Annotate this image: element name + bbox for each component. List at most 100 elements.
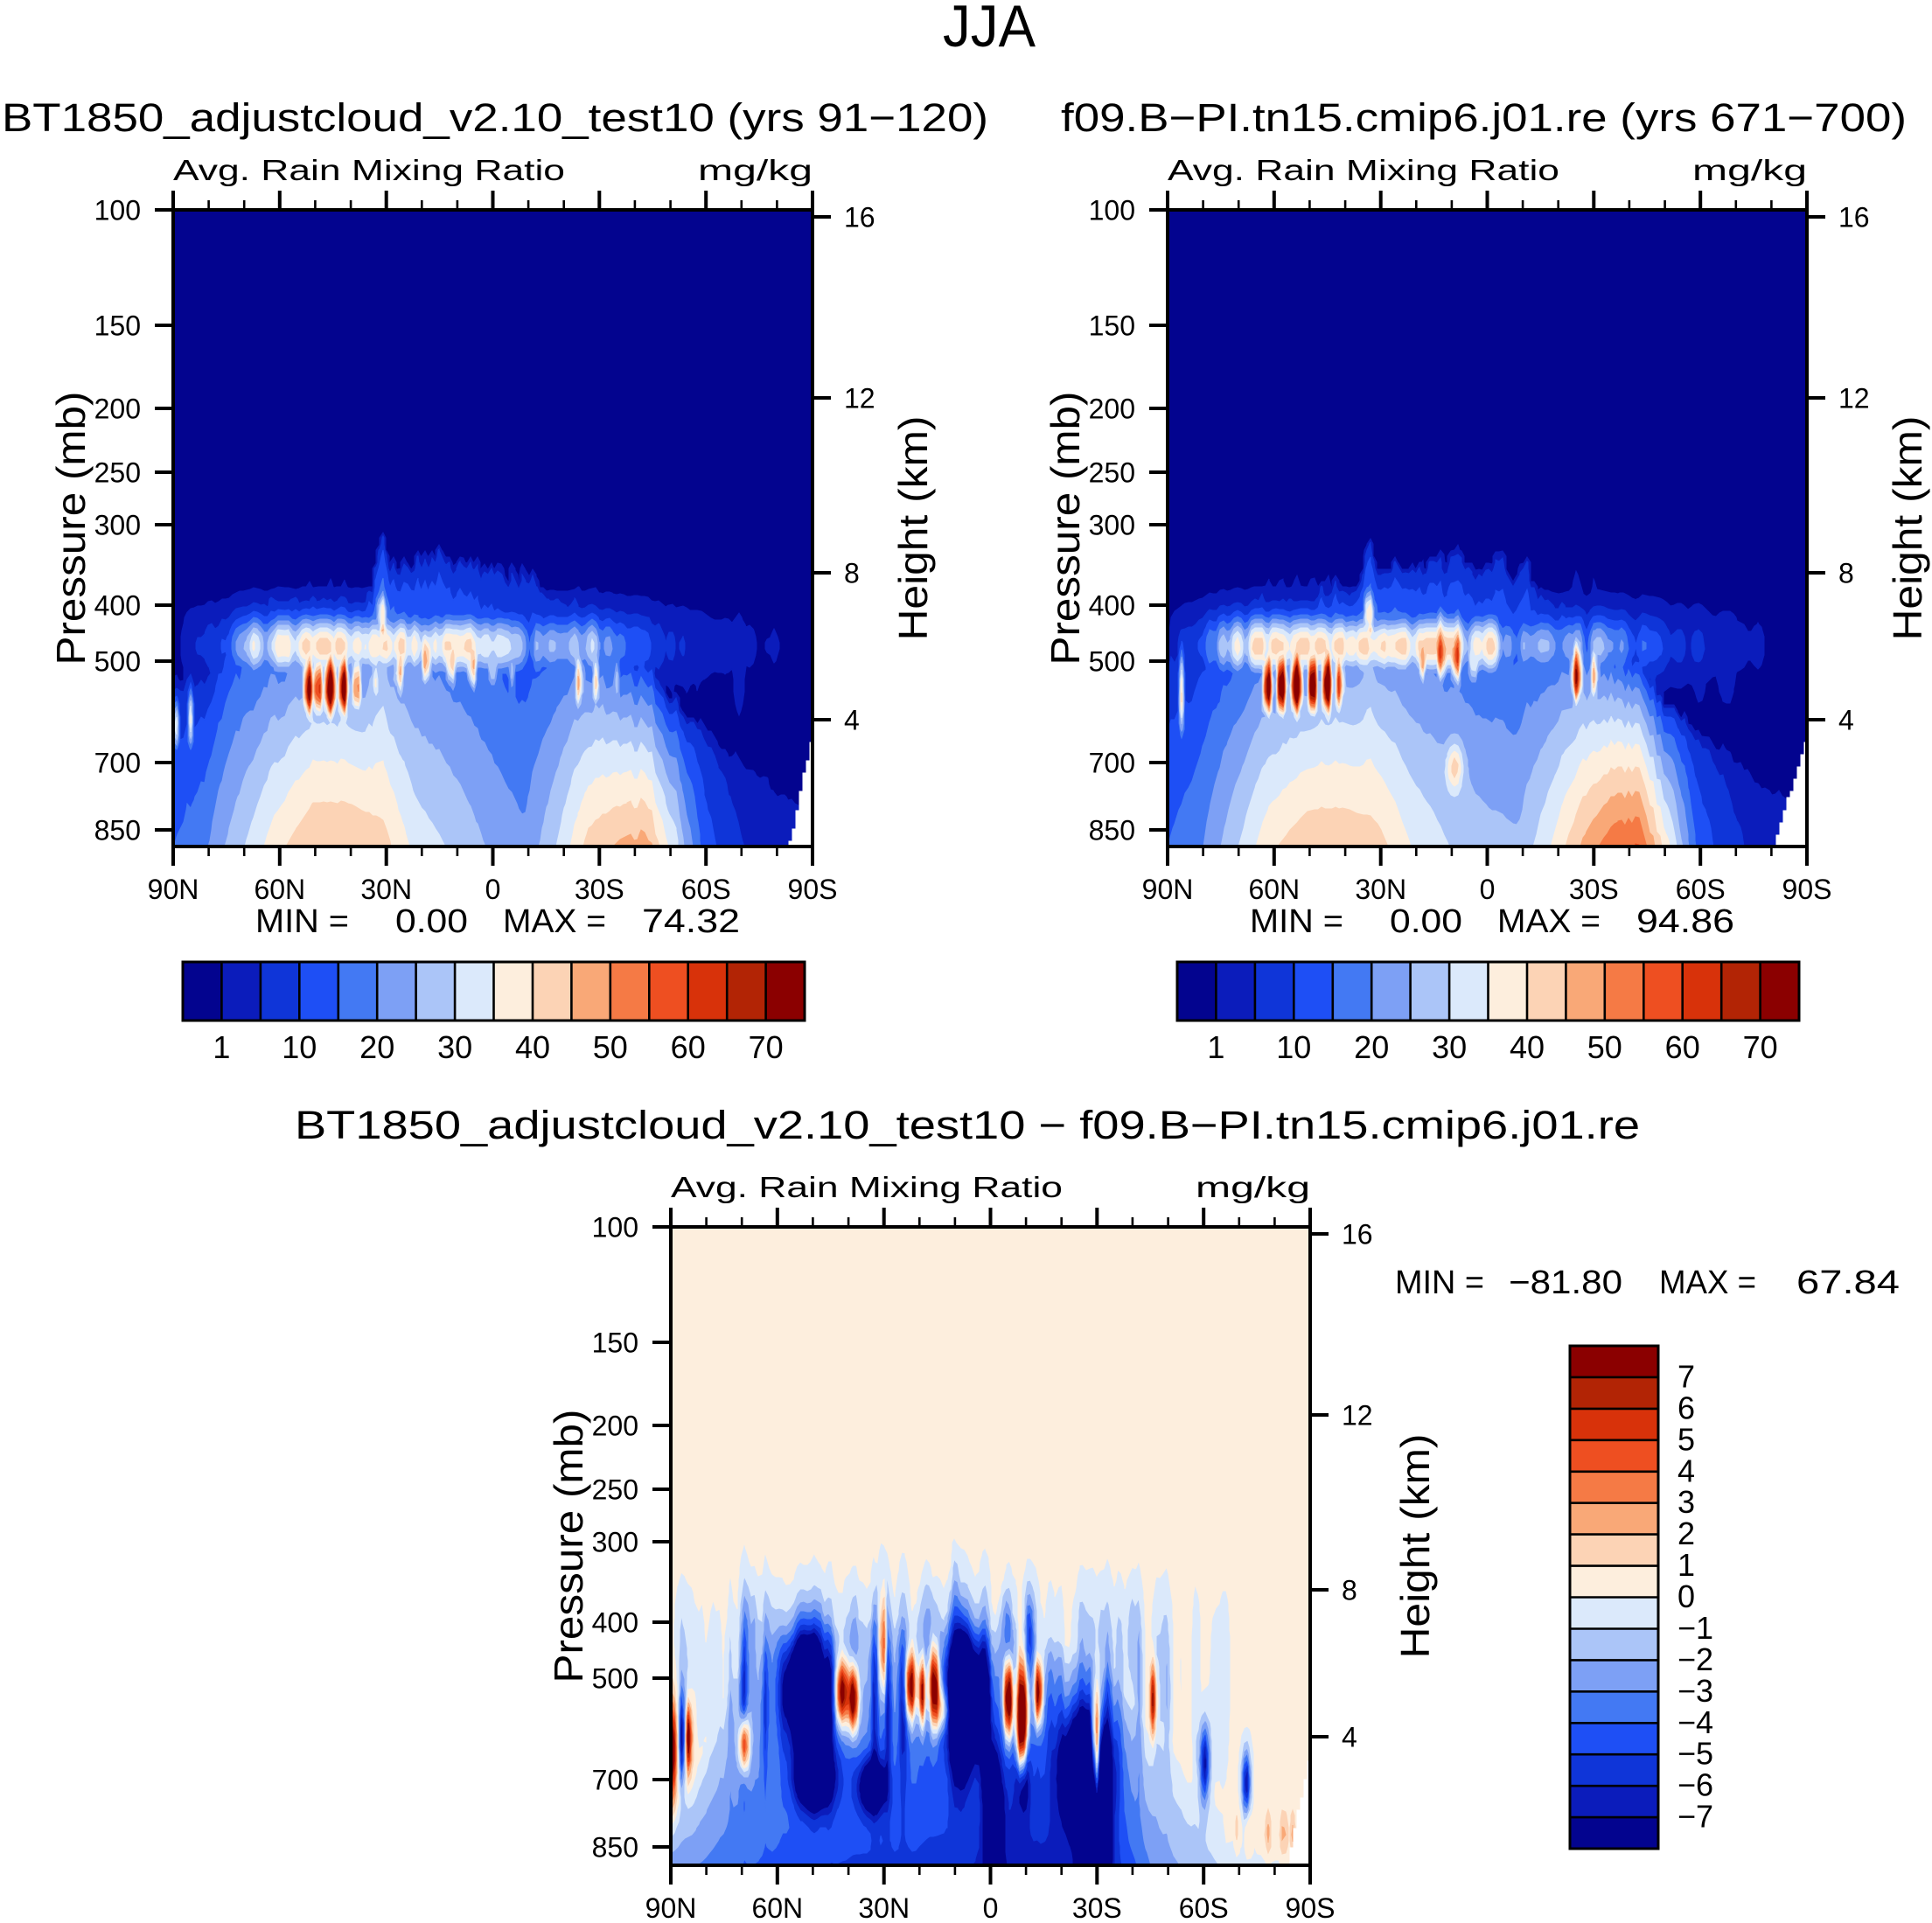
- svg-text:60N: 60N: [751, 1892, 803, 1923]
- svg-text:150: 150: [1089, 310, 1135, 342]
- svg-text:−81.80: −81.80: [1509, 1265, 1622, 1301]
- svg-text:Height (km): Height (km): [890, 416, 936, 641]
- svg-text:MAX =: MAX =: [1659, 1265, 1756, 1301]
- svg-text:30N: 30N: [360, 874, 412, 905]
- svg-text:1: 1: [213, 1029, 230, 1065]
- svg-text:MAX =: MAX =: [503, 903, 606, 940]
- svg-text:2: 2: [1677, 1515, 1695, 1551]
- svg-text:30: 30: [1432, 1029, 1467, 1065]
- svg-text:90S: 90S: [1782, 874, 1832, 905]
- svg-text:1: 1: [1677, 1547, 1695, 1583]
- svg-text:60S: 60S: [1179, 1892, 1229, 1923]
- svg-text:0: 0: [485, 874, 501, 905]
- svg-text:4: 4: [1838, 705, 1854, 736]
- svg-text:50: 50: [593, 1029, 628, 1065]
- svg-text:16: 16: [1838, 202, 1870, 233]
- svg-text:60S: 60S: [681, 874, 731, 905]
- svg-text:700: 700: [592, 1765, 638, 1796]
- svg-text:60: 60: [1665, 1029, 1700, 1065]
- svg-text:30S: 30S: [1072, 1892, 1122, 1923]
- svg-text:50: 50: [1587, 1029, 1622, 1065]
- svg-text:Avg. Rain Mixing Ratio: Avg. Rain Mixing Ratio: [671, 1171, 1063, 1203]
- svg-text:200: 200: [94, 394, 141, 425]
- svg-text:20: 20: [359, 1029, 394, 1065]
- svg-text:850: 850: [1089, 815, 1135, 847]
- svg-text:100: 100: [592, 1212, 638, 1244]
- svg-text:250: 250: [94, 457, 141, 489]
- svg-text:60S: 60S: [1676, 874, 1726, 905]
- svg-text:12: 12: [1838, 383, 1870, 415]
- svg-text:100: 100: [1089, 195, 1135, 226]
- svg-text:JJA: JJA: [943, 0, 1036, 59]
- svg-text:500: 500: [94, 646, 141, 678]
- svg-text:0: 0: [1677, 1578, 1695, 1614]
- svg-text:12: 12: [844, 383, 875, 415]
- svg-text:100: 100: [94, 195, 141, 226]
- svg-text:300: 300: [94, 510, 141, 541]
- svg-text:200: 200: [1089, 394, 1135, 425]
- svg-text:300: 300: [592, 1527, 638, 1558]
- svg-text:30N: 30N: [858, 1892, 910, 1923]
- svg-text:7: 7: [1677, 1358, 1695, 1394]
- svg-text:60N: 60N: [254, 874, 305, 905]
- svg-text:−6: −6: [1677, 1767, 1713, 1803]
- svg-text:0.00: 0.00: [1390, 903, 1462, 940]
- svg-text:0.00: 0.00: [395, 903, 468, 940]
- svg-text:67.84: 67.84: [1796, 1265, 1900, 1301]
- svg-text:Pressure (mb): Pressure (mb): [1043, 392, 1088, 665]
- svg-text:4: 4: [1342, 1722, 1357, 1753]
- svg-text:150: 150: [592, 1327, 638, 1359]
- svg-text:30S: 30S: [1569, 874, 1619, 905]
- svg-text:BT1850_adjustcloud_v2.10_test1: BT1850_adjustcloud_v2.10_test10 (yrs 91−…: [2, 95, 988, 140]
- svg-text:−5: −5: [1677, 1736, 1713, 1772]
- svg-text:30: 30: [437, 1029, 472, 1065]
- svg-text:40: 40: [1510, 1029, 1545, 1065]
- svg-text:mg/kg: mg/kg: [1692, 154, 1807, 186]
- svg-text:10: 10: [282, 1029, 317, 1065]
- svg-text:250: 250: [592, 1474, 638, 1506]
- svg-text:700: 700: [1089, 748, 1135, 779]
- svg-text:20: 20: [1354, 1029, 1389, 1065]
- svg-text:70: 70: [749, 1029, 784, 1065]
- svg-text:500: 500: [1089, 646, 1135, 678]
- svg-text:12: 12: [1342, 1400, 1373, 1432]
- svg-text:8: 8: [1838, 558, 1854, 589]
- svg-text:Height (km): Height (km): [1392, 1434, 1438, 1659]
- svg-text:60N: 60N: [1248, 874, 1300, 905]
- svg-text:90S: 90S: [788, 874, 838, 905]
- svg-text:−3: −3: [1677, 1673, 1713, 1709]
- svg-text:1: 1: [1207, 1029, 1224, 1065]
- svg-text:MIN =: MIN =: [1395, 1265, 1484, 1301]
- svg-text:74.32: 74.32: [642, 903, 740, 940]
- svg-text:−1: −1: [1677, 1610, 1713, 1646]
- svg-text:300: 300: [1089, 510, 1135, 541]
- svg-text:MIN =: MIN =: [1250, 903, 1343, 940]
- svg-text:850: 850: [592, 1832, 638, 1864]
- svg-text:mg/kg: mg/kg: [698, 154, 813, 186]
- svg-text:−7: −7: [1677, 1799, 1713, 1835]
- svg-text:30N: 30N: [1355, 874, 1406, 905]
- svg-text:40: 40: [515, 1029, 550, 1065]
- svg-text:3: 3: [1677, 1484, 1695, 1520]
- svg-text:MAX =: MAX =: [1497, 903, 1601, 940]
- svg-text:200: 200: [592, 1411, 638, 1442]
- svg-text:MIN =: MIN =: [255, 903, 349, 940]
- svg-text:90N: 90N: [1142, 874, 1194, 905]
- svg-text:400: 400: [592, 1607, 638, 1639]
- svg-text:4: 4: [1677, 1453, 1695, 1488]
- svg-text:Pressure (mb): Pressure (mb): [48, 392, 94, 665]
- svg-text:700: 700: [94, 748, 141, 779]
- svg-text:70: 70: [1743, 1029, 1778, 1065]
- svg-text:850: 850: [94, 815, 141, 847]
- svg-text:5: 5: [1677, 1421, 1695, 1457]
- svg-text:250: 250: [1089, 457, 1135, 489]
- svg-text:Avg. Rain Mixing Ratio: Avg. Rain Mixing Ratio: [1168, 154, 1559, 186]
- svg-text:400: 400: [94, 590, 141, 622]
- svg-text:0: 0: [1480, 874, 1496, 905]
- svg-text:−4: −4: [1677, 1704, 1713, 1740]
- svg-text:Avg. Rain Mixing Ratio: Avg. Rain Mixing Ratio: [173, 154, 565, 186]
- svg-text:94.86: 94.86: [1636, 903, 1734, 940]
- svg-text:16: 16: [844, 202, 875, 233]
- svg-text:Height (km): Height (km): [1885, 416, 1930, 641]
- svg-text:8: 8: [1342, 1575, 1357, 1606]
